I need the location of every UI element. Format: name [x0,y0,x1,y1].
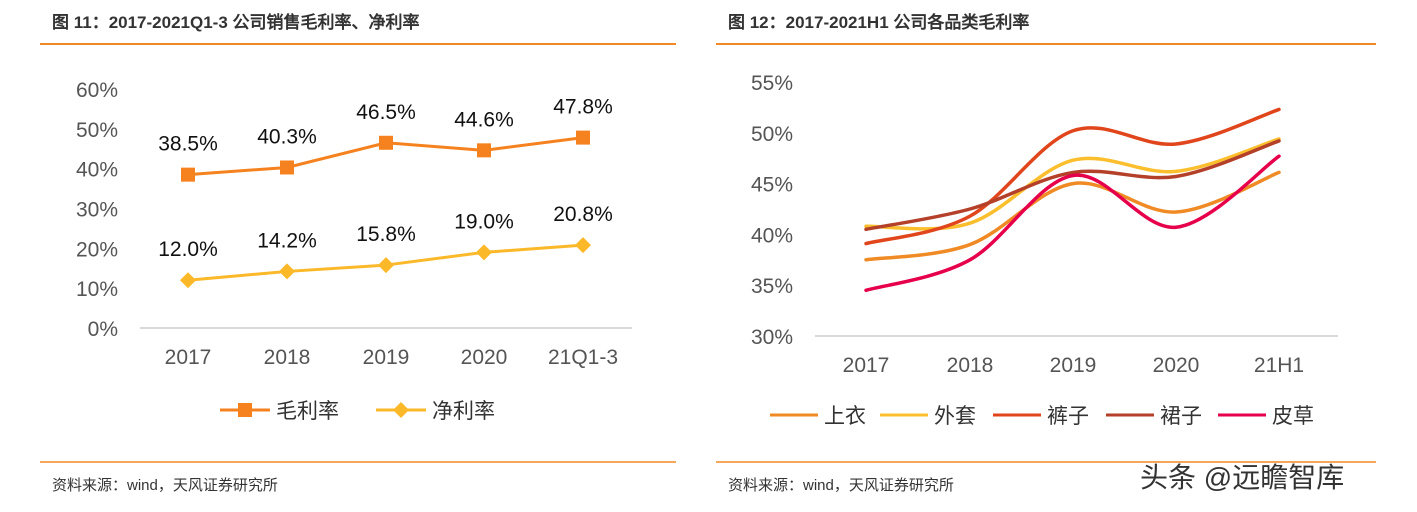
y-tick-label: 20% [76,238,118,261]
chart2-source: 资料来源：wind，天风证券研究所 [728,477,954,494]
y-tick-label: 10% [76,278,118,301]
x-tick-label: 2017 [843,354,890,377]
x-tick-label: 2017 [165,346,212,369]
y-tick-label: 60% [76,79,118,102]
chart1-source: 资料来源：wind，天风证券研究所 [52,477,278,494]
data-point-diamond [180,272,196,289]
legend-label: 外套 [934,405,976,428]
legend-label: 净利率 [432,400,495,423]
x-tick-label: 2020 [461,346,508,369]
chart1: 0% 10% 20% 30% 40% 50% 60% 2017 2018 2019 2020 21Q1… [76,79,632,423]
series-line-3 [864,139,1281,232]
legend-marker [393,402,409,418]
y-tick-label: 40% [751,224,793,247]
y-tick-label: 30% [751,326,793,349]
y-tick-label: 40% [76,159,118,182]
data-label: 40.3% [257,125,317,148]
legend-label: 毛利率 [276,400,339,423]
series-line-4 [864,154,1281,293]
data-label: 12.0% [158,238,218,261]
chart2-title: 图 12：2017-2021H1 公司各品类毛利率 [728,12,1029,32]
data-label: 19.0% [454,210,514,233]
data-point-diamond [279,263,295,280]
data-label: 15.8% [356,223,416,246]
data-label: 44.6% [454,108,514,131]
x-tick-label: 2018 [947,354,994,377]
data-point-square [181,167,195,182]
y-tick-label: 35% [751,275,793,298]
x-tick-label: 21H1 [1254,354,1304,377]
legend-label: 裙子 [1160,405,1202,428]
legend-label: 皮草 [1272,405,1314,428]
y-tick-label: 45% [751,174,793,197]
series-line-0 [864,170,1281,262]
y-tick-label: 30% [76,199,118,222]
x-tick-label: 2019 [363,346,410,369]
series-line-2 [864,107,1281,246]
y-tick-label: 50% [76,119,118,142]
x-tick-label: 2019 [1050,354,1097,377]
data-point-square [576,130,590,145]
x-tick-label: 21Q1-3 [548,346,618,369]
x-tick-label: 2018 [264,346,311,369]
legend-label: 上衣 [824,405,866,428]
data-label: 14.2% [257,229,317,252]
y-tick-label: 55% [751,72,793,95]
data-point-square [379,135,393,150]
legend-label: 裤子 [1047,405,1089,428]
chart1-title: 图 11：2017-2021Q1-3 公司销售毛利率、净利率 [52,12,420,32]
x-tick-label: 2020 [1153,354,1200,377]
watermark: 头条 @远瞻智库 [1140,462,1344,493]
data-point-square [280,160,294,175]
data-label: 38.5% [158,133,218,156]
data-label: 46.5% [356,101,416,124]
data-point-diamond [476,244,492,261]
y-tick-label: 0% [88,318,118,341]
data-label: 47.8% [553,96,613,119]
data-point-diamond [378,257,394,274]
legend-marker [238,403,252,417]
data-point-diamond [575,237,591,254]
chart2: 30% 35% 40% 45% 50% 55% 2017 2018 2019 2020 21H1 上衣… [751,72,1338,428]
data-label: 20.8% [553,203,613,226]
y-tick-label: 50% [751,123,793,146]
data-point-square [477,143,491,158]
